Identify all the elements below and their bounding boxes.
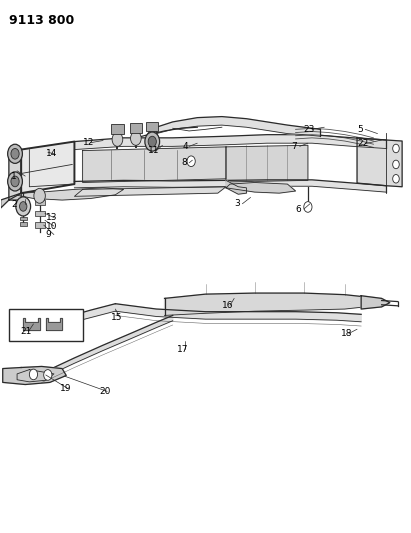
Polygon shape	[156, 117, 320, 136]
Circle shape	[393, 174, 399, 183]
Circle shape	[393, 160, 399, 168]
Text: 21: 21	[21, 327, 32, 336]
Polygon shape	[361, 296, 390, 309]
Circle shape	[112, 133, 123, 147]
Polygon shape	[42, 316, 173, 378]
Polygon shape	[226, 180, 247, 194]
Circle shape	[44, 369, 52, 380]
Circle shape	[131, 132, 141, 146]
Circle shape	[304, 201, 312, 212]
Text: 19: 19	[60, 384, 72, 393]
Text: 9113 800: 9113 800	[9, 14, 74, 27]
Circle shape	[187, 156, 195, 166]
Bar	[35, 222, 44, 228]
Text: 10: 10	[46, 222, 57, 231]
Text: 8: 8	[181, 158, 187, 167]
Polygon shape	[74, 180, 386, 192]
Polygon shape	[115, 304, 361, 322]
Bar	[9, 309, 83, 341]
Bar	[130, 123, 142, 133]
Text: 1: 1	[11, 172, 17, 181]
Polygon shape	[17, 188, 124, 200]
Text: 9: 9	[46, 230, 51, 239]
Circle shape	[147, 131, 157, 144]
Polygon shape	[83, 147, 226, 182]
Bar	[35, 211, 44, 216]
Text: 14: 14	[46, 149, 57, 158]
Polygon shape	[74, 135, 386, 150]
Polygon shape	[25, 304, 115, 331]
Text: 11: 11	[148, 146, 159, 155]
Circle shape	[393, 144, 399, 153]
Circle shape	[148, 136, 156, 147]
Circle shape	[29, 369, 37, 379]
Text: 23: 23	[304, 125, 315, 134]
Polygon shape	[23, 318, 39, 330]
Bar	[111, 124, 124, 134]
Text: 6: 6	[296, 205, 301, 214]
Circle shape	[8, 144, 23, 164]
Text: 22: 22	[357, 139, 368, 148]
Polygon shape	[357, 138, 402, 187]
Circle shape	[11, 149, 19, 159]
Bar	[20, 217, 27, 220]
Text: 13: 13	[46, 213, 57, 222]
Circle shape	[145, 132, 159, 151]
Text: 15: 15	[111, 312, 123, 321]
Polygon shape	[1, 193, 21, 208]
Bar	[20, 222, 27, 225]
Circle shape	[16, 197, 30, 216]
Text: 5: 5	[357, 125, 363, 134]
Circle shape	[8, 172, 23, 191]
Circle shape	[11, 176, 19, 187]
Text: 3: 3	[234, 199, 240, 208]
Text: 2: 2	[11, 200, 16, 209]
Polygon shape	[226, 182, 296, 193]
Text: 18: 18	[341, 329, 352, 338]
Bar	[146, 122, 158, 132]
Polygon shape	[226, 146, 308, 182]
Text: 17: 17	[177, 345, 188, 354]
Circle shape	[20, 201, 27, 211]
Circle shape	[34, 188, 45, 203]
Text: 12: 12	[83, 138, 94, 147]
Polygon shape	[164, 293, 369, 316]
Text: 20: 20	[99, 387, 111, 396]
Polygon shape	[46, 318, 62, 330]
Polygon shape	[3, 367, 66, 384]
Text: 7: 7	[291, 142, 297, 151]
Polygon shape	[21, 142, 74, 193]
Polygon shape	[9, 150, 21, 200]
Text: 16: 16	[222, 301, 233, 310]
Polygon shape	[74, 187, 226, 196]
Bar	[35, 200, 44, 205]
Text: 4: 4	[183, 142, 189, 151]
